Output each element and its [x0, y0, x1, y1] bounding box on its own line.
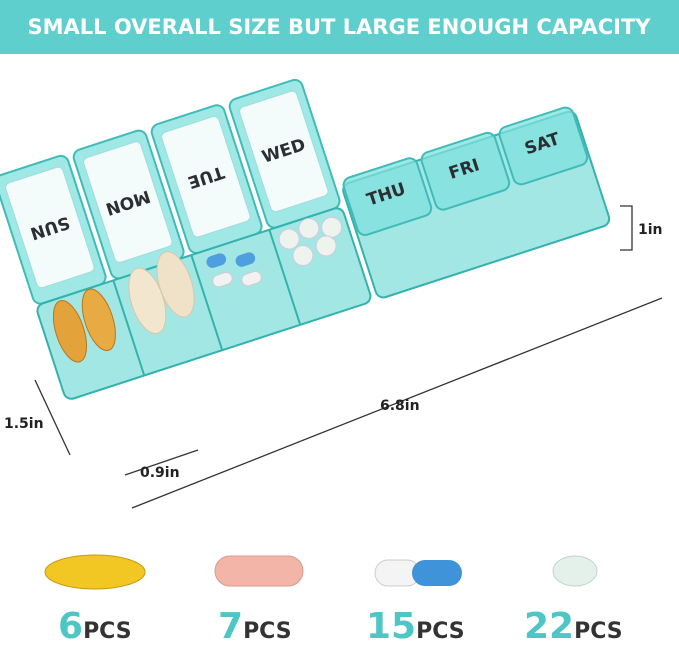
dimension-label: 0.9in [140, 465, 180, 481]
dimension-line [124, 449, 199, 476]
dimension-label: 1in [638, 222, 663, 238]
header-title: SMALL OVERALL SIZE BUT LARGE ENOUGH CAPA… [27, 15, 651, 39]
open-compartments [36, 207, 372, 400]
item-count: 6PCS [58, 606, 132, 647]
tablet [298, 217, 320, 239]
pill-organizer: SUN MON TUE WED THU FRI SAT [0, 78, 611, 400]
item-count: 7PCS [218, 606, 292, 647]
dimension-line [131, 297, 663, 509]
tablet [321, 216, 343, 238]
softgel-icon [44, 554, 146, 590]
capsule [241, 270, 262, 287]
tablet-icon [214, 555, 304, 587]
item-count: 22PCS [524, 606, 623, 647]
dimension-line [620, 205, 633, 251]
capsule [235, 252, 256, 267]
capsule [212, 271, 233, 288]
text: PCS [83, 619, 132, 644]
text: PCS [574, 619, 623, 644]
text: 15 [366, 606, 416, 647]
dimension-label: 1.5in [4, 416, 44, 432]
text: PCS [243, 619, 292, 644]
pill [156, 251, 195, 318]
header-band [0, 0, 679, 54]
tablet [292, 245, 314, 267]
capsule-icon [412, 560, 462, 586]
dimension-label: 6.8in [380, 398, 420, 414]
item-count: 15PCS [366, 606, 465, 647]
round-tablet-icon [552, 555, 598, 587]
lid [0, 154, 107, 305]
dimension-line [34, 379, 71, 456]
text: 22 [524, 606, 574, 647]
text: 7 [218, 606, 243, 647]
text: 6 [58, 606, 83, 647]
text: PCS [416, 619, 465, 644]
capsule [206, 253, 227, 268]
tablet [278, 228, 300, 250]
pill [52, 300, 88, 363]
pill [81, 288, 116, 352]
tablet [315, 235, 337, 257]
